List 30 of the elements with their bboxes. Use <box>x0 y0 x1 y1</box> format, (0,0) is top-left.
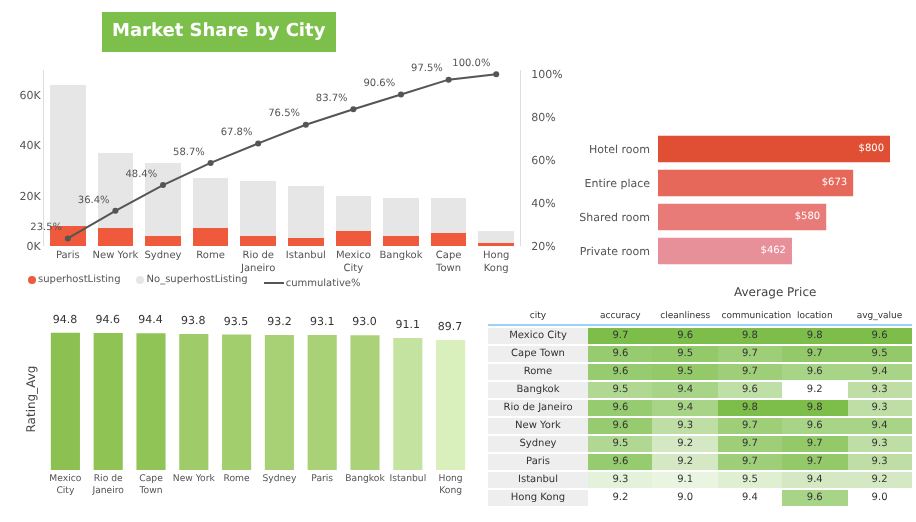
bar <box>192 178 229 229</box>
bar <box>430 233 467 246</box>
bar <box>658 237 792 265</box>
bar <box>383 198 419 236</box>
point <box>398 91 404 98</box>
point <box>160 182 166 189</box>
bar <box>658 203 827 231</box>
chart-title: Market Share by City <box>112 22 326 42</box>
point <box>302 121 309 128</box>
bar <box>478 230 515 244</box>
bar <box>145 235 181 246</box>
bar <box>335 195 372 231</box>
bar <box>287 238 324 246</box>
bar <box>240 180 277 236</box>
point <box>493 71 500 78</box>
bar <box>97 228 134 246</box>
bar <box>658 169 854 197</box>
point <box>350 106 357 113</box>
bar <box>335 230 372 246</box>
point <box>255 140 262 147</box>
bar <box>287 185 324 239</box>
bar <box>192 228 229 246</box>
bar <box>240 235 277 246</box>
point <box>445 76 452 83</box>
bar <box>430 198 467 234</box>
bar <box>383 235 419 246</box>
bar <box>658 135 890 163</box>
point <box>207 159 214 166</box>
point <box>64 235 71 242</box>
point <box>112 207 119 214</box>
